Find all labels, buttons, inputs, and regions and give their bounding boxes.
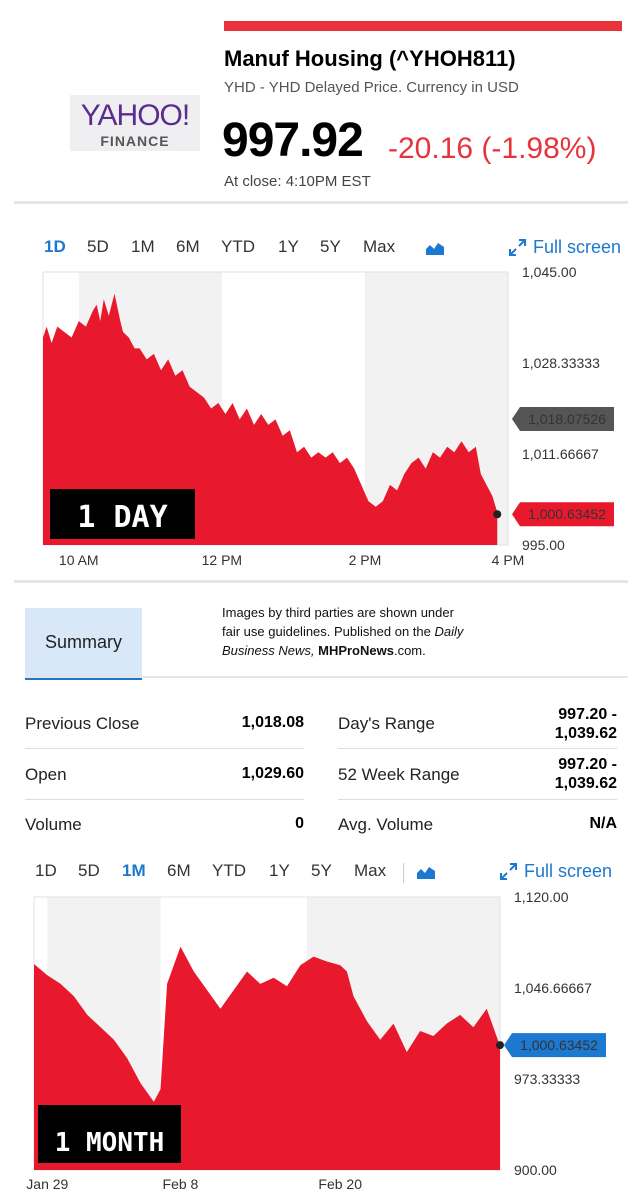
- x-tick-label: 2 PM: [349, 552, 382, 568]
- tab-1m[interactable]: 1M: [131, 237, 155, 256]
- tab-ytd[interactable]: YTD: [221, 237, 255, 256]
- range-tabs-bottom: 1D 5D 1M 6M YTD 1Y 5Y Max Full screen: [0, 861, 628, 889]
- tab-5y[interactable]: 5Y: [311, 861, 332, 880]
- summary-tab-label: Summary: [44, 632, 122, 652]
- row-divider: [25, 748, 304, 749]
- mountain-chart-icon[interactable]: [426, 241, 444, 255]
- tab-1d[interactable]: 1D: [44, 237, 66, 256]
- row-divider: [338, 748, 617, 749]
- note-italic-2: Business News,: [222, 643, 315, 658]
- y-tick-label: 1,011.66667: [522, 446, 599, 462]
- 52-week-low: 997.20 -: [558, 756, 617, 773]
- tab-separator: [403, 863, 404, 883]
- tab-max[interactable]: Max: [363, 237, 396, 256]
- mountain-chart-icon[interactable]: [417, 865, 435, 879]
- full-screen-icon[interactable]: [500, 863, 517, 880]
- prev-close-tag: [512, 407, 614, 432]
- 52-week-high: 1,039.62: [554, 775, 617, 792]
- tab-5d[interactable]: 5D: [78, 861, 100, 880]
- fair-use-note: Images by third parties are shown under …: [222, 603, 502, 660]
- tab-6m[interactable]: 6M: [167, 861, 191, 880]
- last-price-label: 1,000.63452: [520, 1037, 598, 1053]
- range-tabs-top: 1D 5D 1M 6M YTD 1Y 5Y Max Full screen: [0, 237, 628, 265]
- stat-previous-close-label: Previous Close: [25, 714, 140, 733]
- y-tick-label: 900.00: [514, 1162, 557, 1178]
- note-bold: MHProNews: [318, 643, 394, 658]
- tab-max[interactable]: Max: [354, 861, 387, 880]
- top-accent-bar: [224, 21, 622, 31]
- row-divider: [338, 799, 617, 800]
- stat-open-value: 1,029.60: [241, 765, 304, 782]
- quote-change: -20.16 (-1.98%): [388, 132, 597, 165]
- full-screen-icon[interactable]: [509, 239, 526, 256]
- full-screen-link[interactable]: Full screen: [524, 861, 613, 881]
- days-range-high: 1,039.62: [554, 725, 617, 742]
- stat-avg-volume-label: Avg. Volume: [338, 815, 434, 834]
- y-tick-label: 1,046.66667: [514, 980, 592, 996]
- x-tick-label: 10 AM: [59, 552, 99, 568]
- prev-close-label: 1,018.07526: [528, 411, 606, 427]
- days-range-low: 997.20 -: [558, 706, 617, 723]
- stat-volume-value: 0: [295, 815, 304, 832]
- y-tick-label: 995.00: [522, 537, 565, 553]
- tab-summary[interactable]: Summary: [25, 608, 142, 680]
- stat-52-week-range-label: 52 Week Range: [338, 765, 460, 784]
- full-screen-link[interactable]: Full screen: [533, 237, 622, 257]
- last-price-dot: [496, 1041, 504, 1050]
- x-tick-label: Feb 8: [163, 1176, 199, 1189]
- stat-52-week-range-value: 997.20 - 1,039.62: [497, 755, 617, 793]
- yahoo-finance-logo: YAHOO! FINANCE: [70, 95, 200, 151]
- last-price-tag: [512, 502, 614, 527]
- stat-volume-label: Volume: [25, 815, 82, 834]
- one-day-chart: 1,045.00 1,028.33333 1,011.66667 995.00 10 A…: [42, 264, 614, 568]
- stat-open-label: Open: [25, 765, 67, 784]
- last-price-label: 1,000.63452: [528, 506, 606, 522]
- y-tick-label: 1,028.33333: [522, 355, 600, 371]
- note-italic-1: Daily: [434, 624, 464, 639]
- overlay-label-box: [50, 489, 195, 539]
- stat-avg-volume-value: N/A: [589, 815, 617, 832]
- tab-6m[interactable]: 6M: [176, 237, 200, 256]
- header-divider: [14, 201, 628, 204]
- logo-subtext: FINANCE: [100, 133, 170, 149]
- tab-1y[interactable]: 1Y: [278, 237, 299, 256]
- tab-5y[interactable]: 5Y: [320, 237, 341, 256]
- tab-ytd[interactable]: YTD: [212, 861, 246, 880]
- tab-1m[interactable]: 1M: [122, 861, 146, 880]
- stat-previous-close-value: 1,018.08: [241, 714, 304, 731]
- x-tick-label: 12 PM: [202, 552, 242, 568]
- stat-days-range-label: Day's Range: [338, 714, 435, 733]
- quote-source: YHD - YHD Delayed Price. Currency in USD: [224, 79, 519, 96]
- x-tick-label: 4 PM: [492, 552, 525, 568]
- y-tick-label: 973.33333: [514, 1071, 580, 1087]
- last-price-dot: [493, 510, 502, 519]
- stat-days-range-value: 997.20 - 1,039.62: [497, 705, 617, 743]
- last-price-tag: [504, 1033, 606, 1058]
- y-tick-label: 1,045.00: [522, 264, 577, 280]
- overlay-label: 1 DAY: [77, 500, 167, 535]
- row-divider: [25, 799, 304, 800]
- price-area: [43, 293, 498, 545]
- quote-name: Manuf Housing (^YHOH811): [224, 46, 516, 71]
- tab-5d[interactable]: 5D: [87, 237, 109, 256]
- chart-divider: [14, 580, 628, 583]
- note-line-2: fair use guidelines. Published on the: [222, 624, 431, 639]
- logo-text: YAHOO!: [80, 99, 190, 132]
- summary-divider: [25, 676, 628, 678]
- x-tick-label: Jan 29: [26, 1176, 68, 1189]
- tab-1y[interactable]: 1Y: [269, 861, 290, 880]
- note-end: .com.: [393, 643, 426, 658]
- note-line-1: Images by third parties are shown under: [222, 605, 454, 620]
- close-time: At close: 4:10PM EST: [224, 173, 371, 190]
- x-tick-label: Feb 20: [318, 1176, 362, 1189]
- quote-price: 997.92: [222, 114, 364, 167]
- tab-1d[interactable]: 1D: [35, 861, 57, 880]
- overlay-label: 1 MONTH: [55, 1128, 165, 1158]
- y-tick-label: 1,120.00: [514, 889, 569, 905]
- overlay-label-box: [38, 1105, 181, 1163]
